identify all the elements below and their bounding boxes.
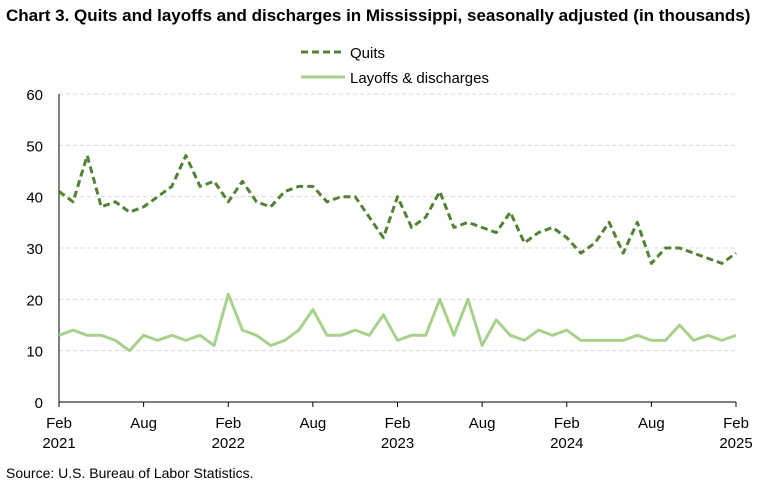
x-tick-label-month: Feb xyxy=(554,415,580,432)
y-tick-label: 50 xyxy=(26,138,43,155)
legend-label-layoffs-discharges: Layoffs & discharges xyxy=(350,70,489,87)
y-tick-label: 60 xyxy=(26,87,43,104)
legend: Quits Layoffs & discharges xyxy=(301,45,489,87)
y-tick-label: 30 xyxy=(26,241,43,258)
x-axis-tick-labels: Feb 2021 Aug Feb 2022 Aug Feb 2023 Aug Feb 2024 Aug… xyxy=(42,402,753,452)
series-line-layoffs-discharges xyxy=(58,292,737,353)
x-tick-label-year: 2021 xyxy=(42,435,75,452)
x-tick-label-month: Feb xyxy=(46,415,72,432)
chart-title: Chart 3. Quits and layoffs and discharge… xyxy=(6,6,751,25)
x-tick-label-year: 2023 xyxy=(381,435,414,452)
gridlines xyxy=(59,93,736,352)
x-tick-label-month: Aug xyxy=(638,415,665,432)
x-tick-label-year: 2022 xyxy=(212,435,245,452)
series-lines xyxy=(58,154,737,353)
y-tick-label: 10 xyxy=(26,344,43,361)
x-tick-label-month: Aug xyxy=(469,415,496,432)
y-tick-label: 40 xyxy=(26,190,43,207)
y-tick-label: 0 xyxy=(35,395,43,412)
x-tick-label-year: 2025 xyxy=(719,435,752,452)
legend-label-quits: Quits xyxy=(350,45,385,62)
x-tick-label-month: Feb xyxy=(385,415,411,432)
x-tick-label-month: Aug xyxy=(130,415,157,432)
x-tick-label-year: 2024 xyxy=(550,435,583,452)
y-tick-label: 20 xyxy=(26,292,43,309)
series-line-quits xyxy=(58,154,737,265)
x-tick-label-month: Aug xyxy=(300,415,327,432)
x-tick-label-month: Feb xyxy=(723,415,749,432)
source-note: Source: U.S. Bureau of Labor Statistics. xyxy=(6,465,254,481)
x-tick-label-month: Feb xyxy=(215,415,241,432)
y-axis-tick-labels: 0 10 20 30 40 50 60 xyxy=(26,87,43,412)
